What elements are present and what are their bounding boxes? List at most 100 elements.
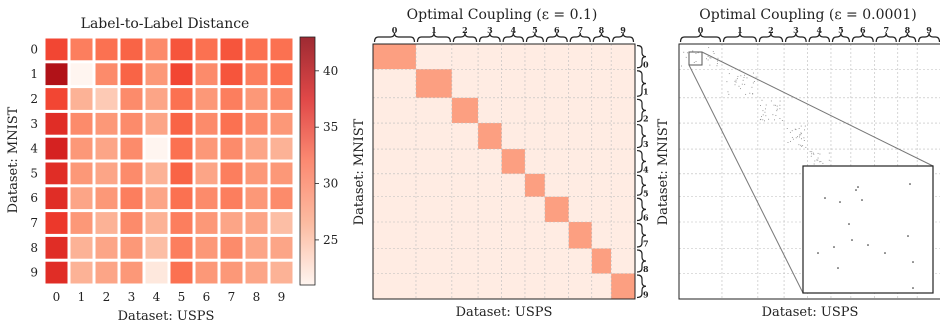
heatmap-cell xyxy=(70,162,93,185)
colorbar-tick-label: 25 xyxy=(323,233,338,247)
coupling-block xyxy=(591,69,612,98)
heatmap-cell xyxy=(45,212,68,234)
heatmap-cell xyxy=(45,137,68,160)
heatmap-cell xyxy=(145,88,168,110)
heatmap-cell xyxy=(145,187,168,210)
top-brace-label: 8 xyxy=(905,25,911,35)
coupling-point xyxy=(695,53,697,55)
right-brace-label: 5 xyxy=(643,188,649,198)
coupling-point xyxy=(762,119,764,121)
heatmap-cell xyxy=(70,88,93,110)
coupling-block xyxy=(524,196,545,222)
heatmap-cell xyxy=(145,63,168,86)
heatmap-cell xyxy=(195,38,218,61)
inset-point xyxy=(912,261,914,263)
coupling-block xyxy=(544,173,569,197)
coupling-point xyxy=(761,116,762,118)
coupling-block xyxy=(501,149,525,174)
coupling-point xyxy=(801,145,803,147)
top-brace xyxy=(478,32,501,43)
coupling-point xyxy=(743,76,745,78)
heatmap-cell xyxy=(220,236,243,259)
heatmap-cell xyxy=(220,187,243,210)
heatmap-cell xyxy=(95,162,118,185)
inset-point xyxy=(867,244,869,246)
coupling-block xyxy=(611,248,635,274)
top-brace-label: 6 xyxy=(554,25,560,35)
coupling-eps-0.0001-title: Optimal Coupling (ε = 0.0001) xyxy=(699,7,916,23)
coupling-block xyxy=(501,97,525,124)
coupling-point xyxy=(822,162,824,164)
coupling-point xyxy=(746,77,748,79)
top-brace xyxy=(545,32,568,43)
inset-point xyxy=(855,189,857,191)
x-tick-label: 2 xyxy=(103,290,111,304)
coupling-point xyxy=(776,108,778,110)
coupling-block xyxy=(544,273,569,299)
coupling-block xyxy=(478,69,502,98)
right-brace-label: 8 xyxy=(643,264,649,274)
heatmap-cell xyxy=(220,38,243,61)
right-brace xyxy=(636,123,647,149)
coupling-block xyxy=(611,149,635,174)
x-tick-label: 3 xyxy=(128,290,136,304)
coupling-block xyxy=(591,44,612,70)
coupling-point xyxy=(798,134,800,136)
heatmap-cell xyxy=(270,162,293,185)
heatmap-cell xyxy=(120,261,143,284)
coupling-point xyxy=(794,128,796,130)
coupling-point xyxy=(800,134,802,136)
coupling-block xyxy=(373,273,416,299)
coupling-block xyxy=(478,196,502,222)
coupling-block xyxy=(568,221,592,249)
heatmap-cell xyxy=(245,38,268,61)
coupling-point xyxy=(741,83,743,85)
heatmap-cell xyxy=(95,187,118,210)
coupling-point xyxy=(772,114,774,116)
zoom-connector-line xyxy=(688,64,804,294)
coupling-point xyxy=(775,114,777,116)
coupling-point xyxy=(775,104,777,106)
heatmap-cell xyxy=(70,63,93,86)
coupling-point xyxy=(681,65,682,67)
coupling-point xyxy=(707,59,709,61)
y-tick-label: 2 xyxy=(30,92,38,106)
heatmap-cell xyxy=(120,212,143,234)
y-tick-label: 7 xyxy=(30,216,38,230)
coupling-point xyxy=(762,114,764,116)
coupling-block xyxy=(591,97,612,124)
coupling-eps-0.1-right-braces: 0 1 2 3 4 5 6 7 8 9 xyxy=(636,44,649,299)
heatmap-cell xyxy=(170,261,193,284)
top-brace-label: 0 xyxy=(392,25,398,35)
coupling-block xyxy=(451,123,479,150)
coupling-block xyxy=(415,97,452,124)
coupling-block xyxy=(568,273,592,299)
coupling-point xyxy=(791,130,793,132)
heatmap-cell xyxy=(220,162,243,185)
top-brace xyxy=(452,32,478,43)
coupling-point xyxy=(764,120,765,122)
coupling-block xyxy=(611,273,635,299)
heatmap-cell xyxy=(145,38,168,61)
coupling-point xyxy=(803,140,805,141)
top-brace xyxy=(416,32,451,43)
coupling-block xyxy=(568,44,592,70)
x-tick-label: 0 xyxy=(53,290,61,304)
coupling-block xyxy=(451,196,479,222)
heatmap-cell xyxy=(245,112,268,135)
right-brace xyxy=(636,249,647,273)
coupling-eps-0.1-panel: Optimal Coupling (ε = 0.1) 0 1 2 3 4 5 6 7 8 9 0 1… xyxy=(352,7,649,320)
coupling-block xyxy=(524,123,545,150)
top-brace xyxy=(831,32,850,43)
y-tick-label: 3 xyxy=(30,117,38,131)
heatmap-cell xyxy=(270,187,293,210)
top-brace xyxy=(758,32,784,43)
right-brace-label: 1 xyxy=(643,87,649,97)
heatmap-cell xyxy=(270,137,293,160)
coupling-point xyxy=(798,144,800,146)
coupling-point xyxy=(789,131,791,133)
top-brace-label: 3 xyxy=(487,25,493,35)
top-brace-label: 9 xyxy=(926,25,932,35)
coupling-block xyxy=(501,44,525,70)
coupling-block xyxy=(611,196,635,222)
